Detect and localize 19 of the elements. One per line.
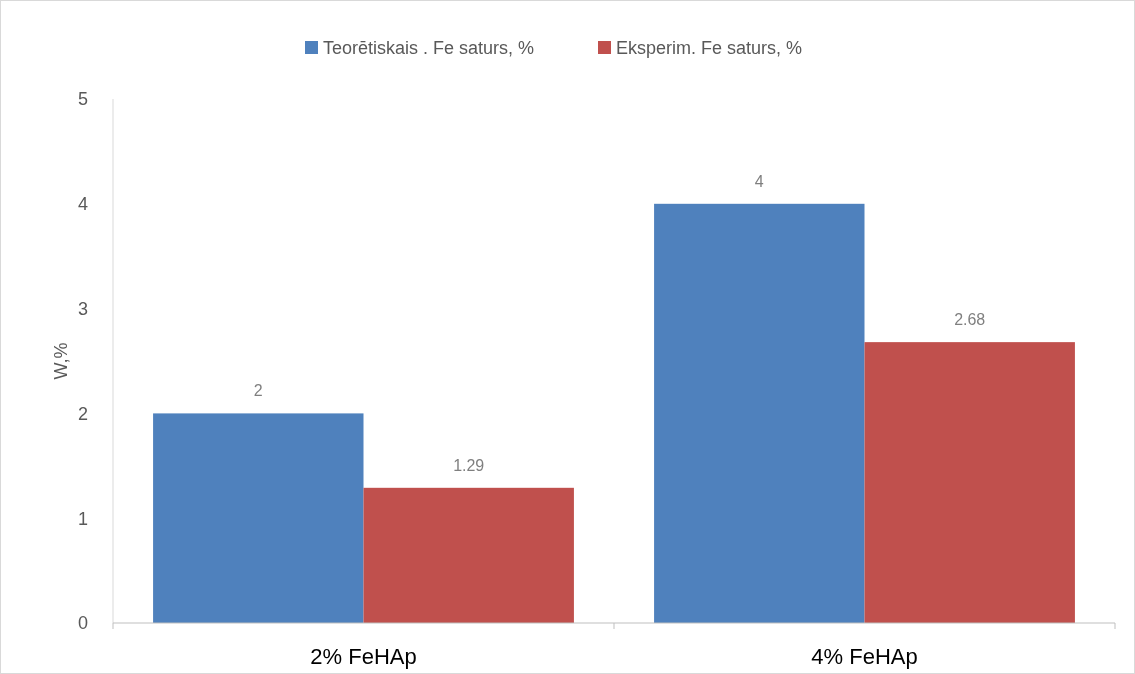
data-label: 2 <box>253 382 263 400</box>
x-tick-label: 2% FeHAp <box>310 644 417 669</box>
y-tick-label: 5 <box>77 89 88 110</box>
y-tick-label: 1 <box>77 508 88 529</box>
bar <box>153 413 364 623</box>
legend-label: Eksperim. Fe saturs, % <box>616 38 803 59</box>
data-label: 1.29 <box>453 456 485 474</box>
bar <box>864 342 1075 623</box>
legend-label: Teorētiskais . Fe saturs, % <box>323 38 535 59</box>
y-tick-label: 4 <box>77 194 88 215</box>
y-tick-label: 0 <box>77 613 88 634</box>
x-tick-label: 4% FeHAp <box>811 644 918 669</box>
bar <box>363 487 574 623</box>
y-tick-label: 2 <box>77 403 88 424</box>
y-axis-title: W,% <box>51 342 71 380</box>
data-label: 4 <box>754 172 764 190</box>
data-label: 2.68 <box>954 311 986 329</box>
bar <box>654 203 865 623</box>
y-tick-label: 3 <box>77 298 88 319</box>
